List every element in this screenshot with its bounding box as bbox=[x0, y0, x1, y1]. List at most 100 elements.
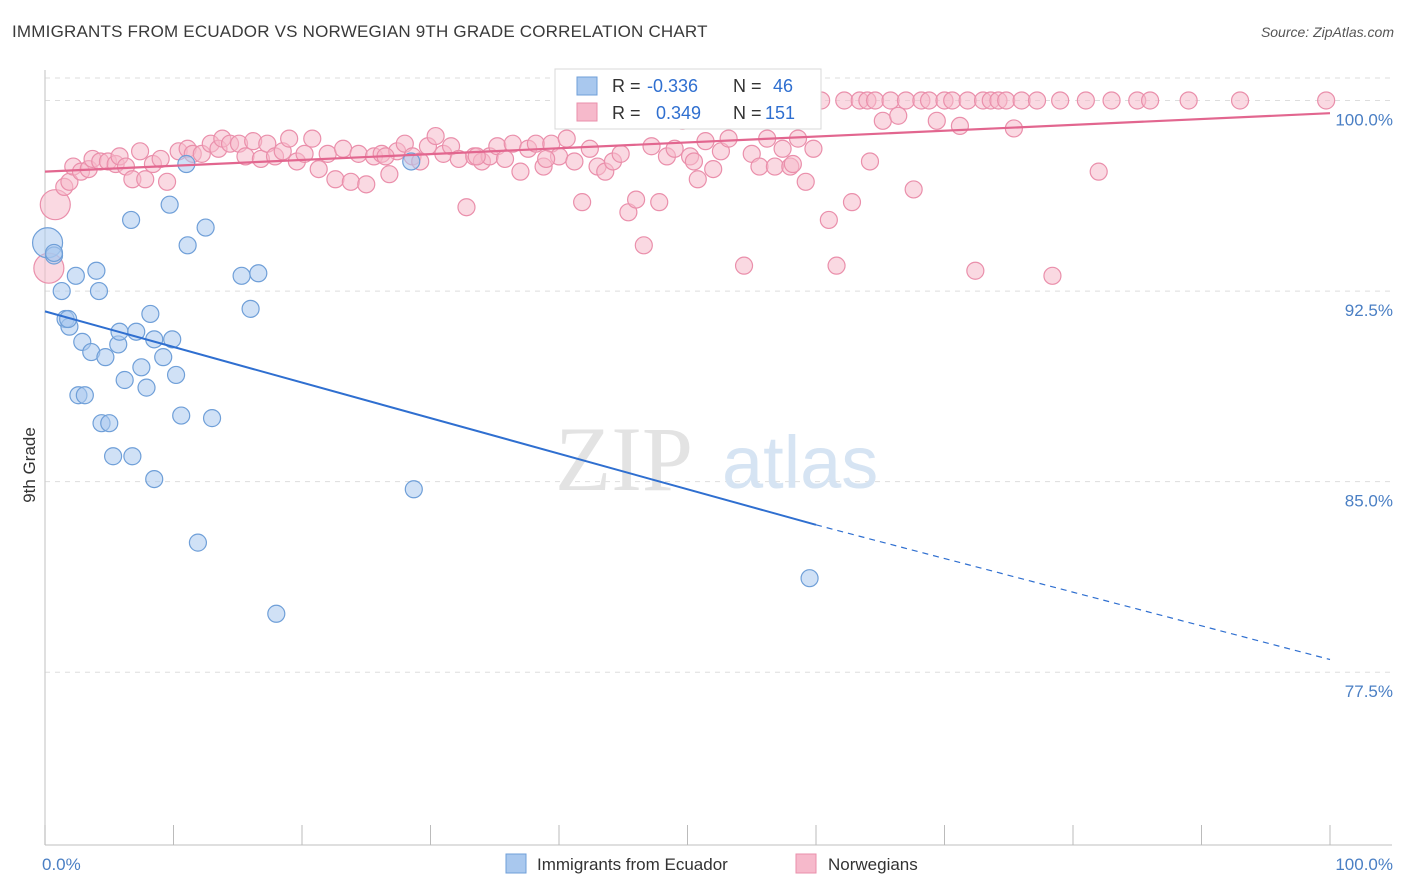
ecuador-point bbox=[232, 266, 251, 285]
ecuador-point bbox=[121, 210, 141, 230]
ecuador-point bbox=[123, 447, 142, 466]
norwegian-point bbox=[309, 159, 328, 179]
watermark-atlas: atlas bbox=[722, 421, 878, 504]
ecuador-point bbox=[75, 386, 94, 405]
ecuador-point bbox=[100, 414, 119, 433]
norwegian-point bbox=[303, 129, 322, 148]
ecuador-point bbox=[166, 365, 186, 385]
norwegian-point bbox=[860, 152, 880, 171]
stats-r-value-blue: -0.336 bbox=[647, 76, 698, 96]
norwegian-point bbox=[783, 154, 802, 174]
stats-n-label-pink: N = bbox=[733, 103, 762, 123]
norwegian-point bbox=[1012, 91, 1031, 110]
y-tick-label: 85.0% bbox=[1345, 492, 1393, 511]
norwegian-point bbox=[151, 149, 170, 169]
chart-title: IMMIGRANTS FROM ECUADOR VS NORWEGIAN 9TH… bbox=[12, 22, 708, 41]
norwegian-point bbox=[511, 162, 530, 181]
ecuador-point bbox=[137, 378, 156, 397]
norwegian-point bbox=[130, 142, 150, 161]
norwegians-trend-line bbox=[44, 112, 1331, 173]
y-tick-label: 77.5% bbox=[1345, 682, 1393, 701]
norwegian-point bbox=[1027, 91, 1047, 110]
norwegian-point bbox=[958, 91, 977, 110]
ecuador-point bbox=[154, 348, 173, 367]
ecuador-point bbox=[145, 469, 164, 489]
norwegian-point bbox=[495, 149, 515, 169]
norwegian-point bbox=[136, 170, 155, 189]
ecuador-trend-extension bbox=[815, 524, 1331, 661]
y-axis-title: 9th Grade bbox=[20, 427, 39, 503]
norwegian-point bbox=[295, 144, 314, 163]
ecuador-point bbox=[132, 358, 151, 377]
ecuador-point bbox=[178, 236, 197, 255]
ecuador-point bbox=[404, 480, 423, 499]
norwegian-point bbox=[804, 139, 823, 158]
norwegian-point bbox=[650, 193, 669, 212]
stats-r-label-blue: R = bbox=[612, 76, 641, 96]
norwegian-point bbox=[537, 149, 556, 169]
norwegian-point bbox=[684, 152, 704, 171]
ecuador-point bbox=[402, 152, 421, 171]
legend-swatch-ecuador bbox=[505, 853, 527, 874]
norwegian-point bbox=[997, 91, 1016, 110]
norwegian-point bbox=[1043, 266, 1062, 285]
norwegian-point bbox=[842, 193, 862, 212]
stats-n-value-blue: 46 bbox=[773, 76, 793, 96]
trend-lines bbox=[44, 112, 1331, 661]
stats-swatch-blue bbox=[576, 76, 598, 96]
norwegian-point bbox=[796, 172, 815, 191]
norwegian-point bbox=[580, 139, 599, 158]
norwegian-point bbox=[719, 129, 738, 148]
norwegian-point bbox=[896, 91, 916, 110]
x-tick-label: 100.0% bbox=[1335, 855, 1393, 874]
ecuador-point bbox=[267, 604, 286, 623]
norwegian-point bbox=[157, 172, 177, 191]
norwegian-point bbox=[827, 256, 846, 275]
norwegian-point bbox=[704, 159, 723, 179]
norwegian-point bbox=[773, 139, 792, 158]
norwegian-point bbox=[457, 198, 476, 217]
norwegian-point bbox=[334, 139, 353, 158]
norwegian-point bbox=[642, 137, 661, 156]
ecuador-point bbox=[66, 266, 85, 285]
legend-label-ecuador: Immigrants from Ecuador bbox=[537, 855, 728, 874]
norwegian-point bbox=[1051, 91, 1070, 110]
norwegian-point bbox=[688, 170, 707, 189]
source-label: Source: ZipAtlas.com bbox=[1260, 24, 1394, 40]
norwegian-point bbox=[734, 256, 754, 275]
norwegian-point bbox=[634, 236, 653, 255]
legend: Immigrants from Ecuador Norwegians bbox=[505, 853, 918, 874]
norwegian-point bbox=[1317, 91, 1336, 110]
stats-r-value-pink: 0.349 bbox=[656, 103, 701, 123]
norwegian-point bbox=[966, 261, 985, 280]
norwegian-point bbox=[1179, 91, 1198, 110]
norwegian-point bbox=[611, 144, 630, 163]
watermark: ZIP atlas bbox=[555, 408, 878, 510]
norwegian-point bbox=[467, 147, 486, 166]
norwegian-point bbox=[1102, 91, 1121, 110]
norwegian-point bbox=[39, 189, 71, 221]
stats-box: R = -0.336 N = 46 R = 0.349 N = 151 bbox=[554, 68, 822, 130]
ecuador-point bbox=[172, 406, 191, 425]
norwegian-point bbox=[873, 111, 892, 130]
norwegian-point bbox=[1140, 91, 1160, 110]
norwegian-point bbox=[919, 91, 939, 110]
stats-n-label-blue: N = bbox=[733, 76, 762, 96]
ecuador-point bbox=[188, 533, 208, 552]
ecuador-point bbox=[87, 261, 106, 280]
x-tick-label: 0.0% bbox=[42, 855, 81, 874]
norwegian-point bbox=[326, 170, 345, 189]
norwegian-point bbox=[573, 193, 592, 212]
ecuador-point bbox=[241, 299, 260, 318]
norwegian-point bbox=[881, 91, 900, 110]
norwegian-point bbox=[1230, 91, 1250, 110]
norwegian-point bbox=[819, 210, 838, 230]
ecuador-point bbox=[115, 370, 134, 390]
ecuador-point bbox=[249, 264, 268, 283]
ecuador-point bbox=[44, 243, 64, 263]
ecuador-point bbox=[59, 309, 78, 329]
ecuador-point bbox=[52, 281, 71, 301]
stats-r-label-pink: R = bbox=[612, 103, 641, 123]
norwegian-point bbox=[943, 91, 962, 110]
